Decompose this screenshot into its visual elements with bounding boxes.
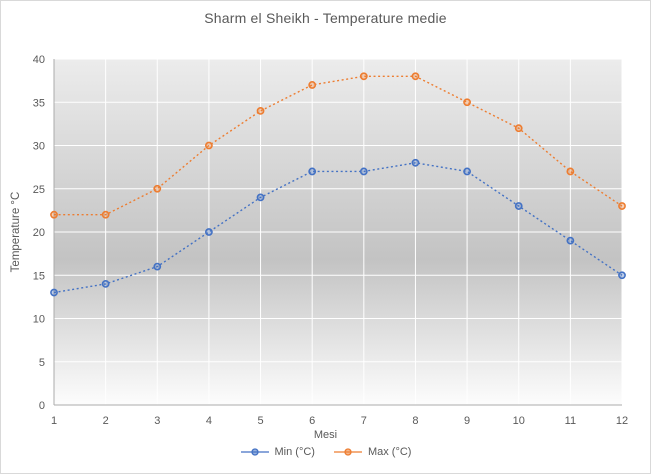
data-point (256, 193, 265, 202)
data-point (153, 262, 162, 271)
svg-text:7: 7 (361, 415, 367, 427)
data-point (618, 202, 626, 210)
data-point (50, 288, 58, 297)
legend-label-max: Max (°C) (367, 446, 412, 458)
svg-text:25: 25 (33, 184, 45, 196)
svg-text:15: 15 (33, 270, 45, 282)
svg-text:20: 20 (33, 227, 45, 239)
legend-label-min: Min (°C) (274, 446, 315, 458)
series-line-0 (53, 162, 623, 294)
chart-title: Sharm el Sheikh - Temperature medie (204, 10, 447, 26)
svg-text:5: 5 (39, 357, 45, 369)
y-axis-title: Temperature °C (10, 192, 22, 273)
data-point (514, 202, 523, 210)
legend-item-max: Max (°C) (333, 446, 412, 458)
svg-text:40: 40 (33, 54, 45, 66)
data-point (463, 98, 471, 107)
svg-text:3: 3 (154, 415, 160, 427)
svg-text:6: 6 (309, 415, 315, 427)
data-point (101, 210, 110, 219)
legend: Min (°C) Max (°C) (1, 446, 650, 458)
data-point (308, 167, 317, 176)
data-point (205, 141, 213, 150)
data-point (359, 167, 368, 176)
svg-text:10: 10 (33, 314, 45, 326)
legend-marker-min-icon (240, 448, 269, 456)
svg-text:0: 0 (39, 400, 45, 412)
svg-text:2: 2 (103, 415, 109, 427)
data-point (153, 184, 162, 193)
data-point (463, 167, 471, 176)
data-point (308, 81, 317, 89)
data-point (566, 236, 575, 245)
svg-text:35: 35 (33, 97, 45, 109)
data-point (50, 210, 58, 219)
svg-text:12: 12 (616, 415, 628, 427)
svg-text:11: 11 (565, 415, 576, 427)
data-point (411, 72, 420, 81)
svg-text:9: 9 (464, 415, 470, 427)
svg-text:1: 1 (51, 415, 57, 427)
data-point (256, 107, 265, 115)
data-point (359, 72, 368, 81)
svg-text:10: 10 (513, 415, 525, 427)
data-point (205, 228, 213, 236)
legend-marker-max-icon (333, 448, 362, 456)
data-point (101, 279, 110, 288)
svg-text:30: 30 (33, 141, 45, 153)
data-point (566, 167, 575, 176)
svg-text:8: 8 (412, 415, 418, 427)
data-point (514, 124, 523, 133)
series-line-1 (54, 75, 623, 216)
svg-text:4: 4 (206, 415, 212, 427)
legend-item-min: Min (°C) (240, 446, 315, 458)
x-axis-title: Mesi (313, 429, 338, 441)
svg-text:5: 5 (257, 415, 263, 427)
data-point (411, 158, 420, 167)
data-point (618, 271, 626, 280)
